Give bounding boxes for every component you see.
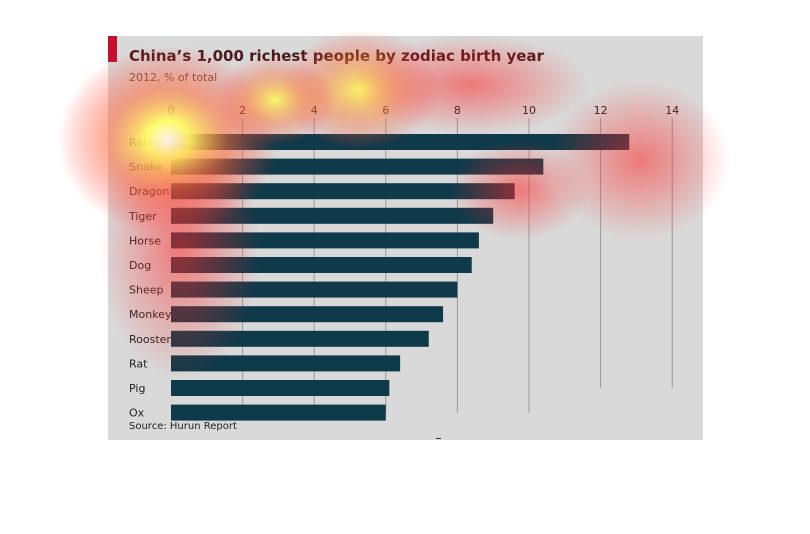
x-tick-label: 6 — [382, 104, 389, 117]
category-label: Tiger — [128, 210, 157, 223]
bar-sheep — [171, 281, 458, 298]
category-label: Snake — [129, 161, 163, 174]
bar-monkey — [171, 306, 444, 323]
bar-pig — [171, 380, 390, 396]
category-label: Rabbit — [129, 136, 165, 149]
source-note: Source: Hurun Report — [129, 421, 237, 432]
category-label: Horse — [129, 234, 161, 247]
bar-rooster — [171, 330, 429, 347]
bar-dragon — [171, 183, 515, 200]
x-tick-label: 4 — [311, 104, 318, 117]
category-label: Rooster — [129, 333, 171, 346]
x-tick-label: 8 — [454, 104, 461, 117]
bar-dog — [171, 257, 472, 273]
bar-tiger — [171, 207, 494, 224]
x-tick-label: 14 — [665, 104, 679, 117]
bar-snake — [171, 158, 544, 175]
x-tick-label: 10 — [522, 104, 536, 117]
divider-mark — [436, 438, 441, 439]
x-tick-label: 12 — [594, 104, 608, 117]
bar-ox — [171, 404, 386, 421]
bar-horse — [171, 232, 479, 249]
category-label: Dog — [129, 259, 151, 272]
category-label: Dragon — [129, 185, 169, 198]
category-label: Pig — [129, 382, 145, 395]
category-label: Sheep — [129, 284, 163, 297]
bar-rat — [171, 355, 401, 372]
category-label: Ox — [129, 407, 145, 420]
bar-rabbit — [171, 134, 630, 150]
category-label: Monkey — [129, 308, 172, 321]
x-tick-label: 2 — [239, 104, 246, 117]
x-tick-label: 0 — [168, 104, 175, 117]
category-label: Rat — [129, 357, 148, 370]
